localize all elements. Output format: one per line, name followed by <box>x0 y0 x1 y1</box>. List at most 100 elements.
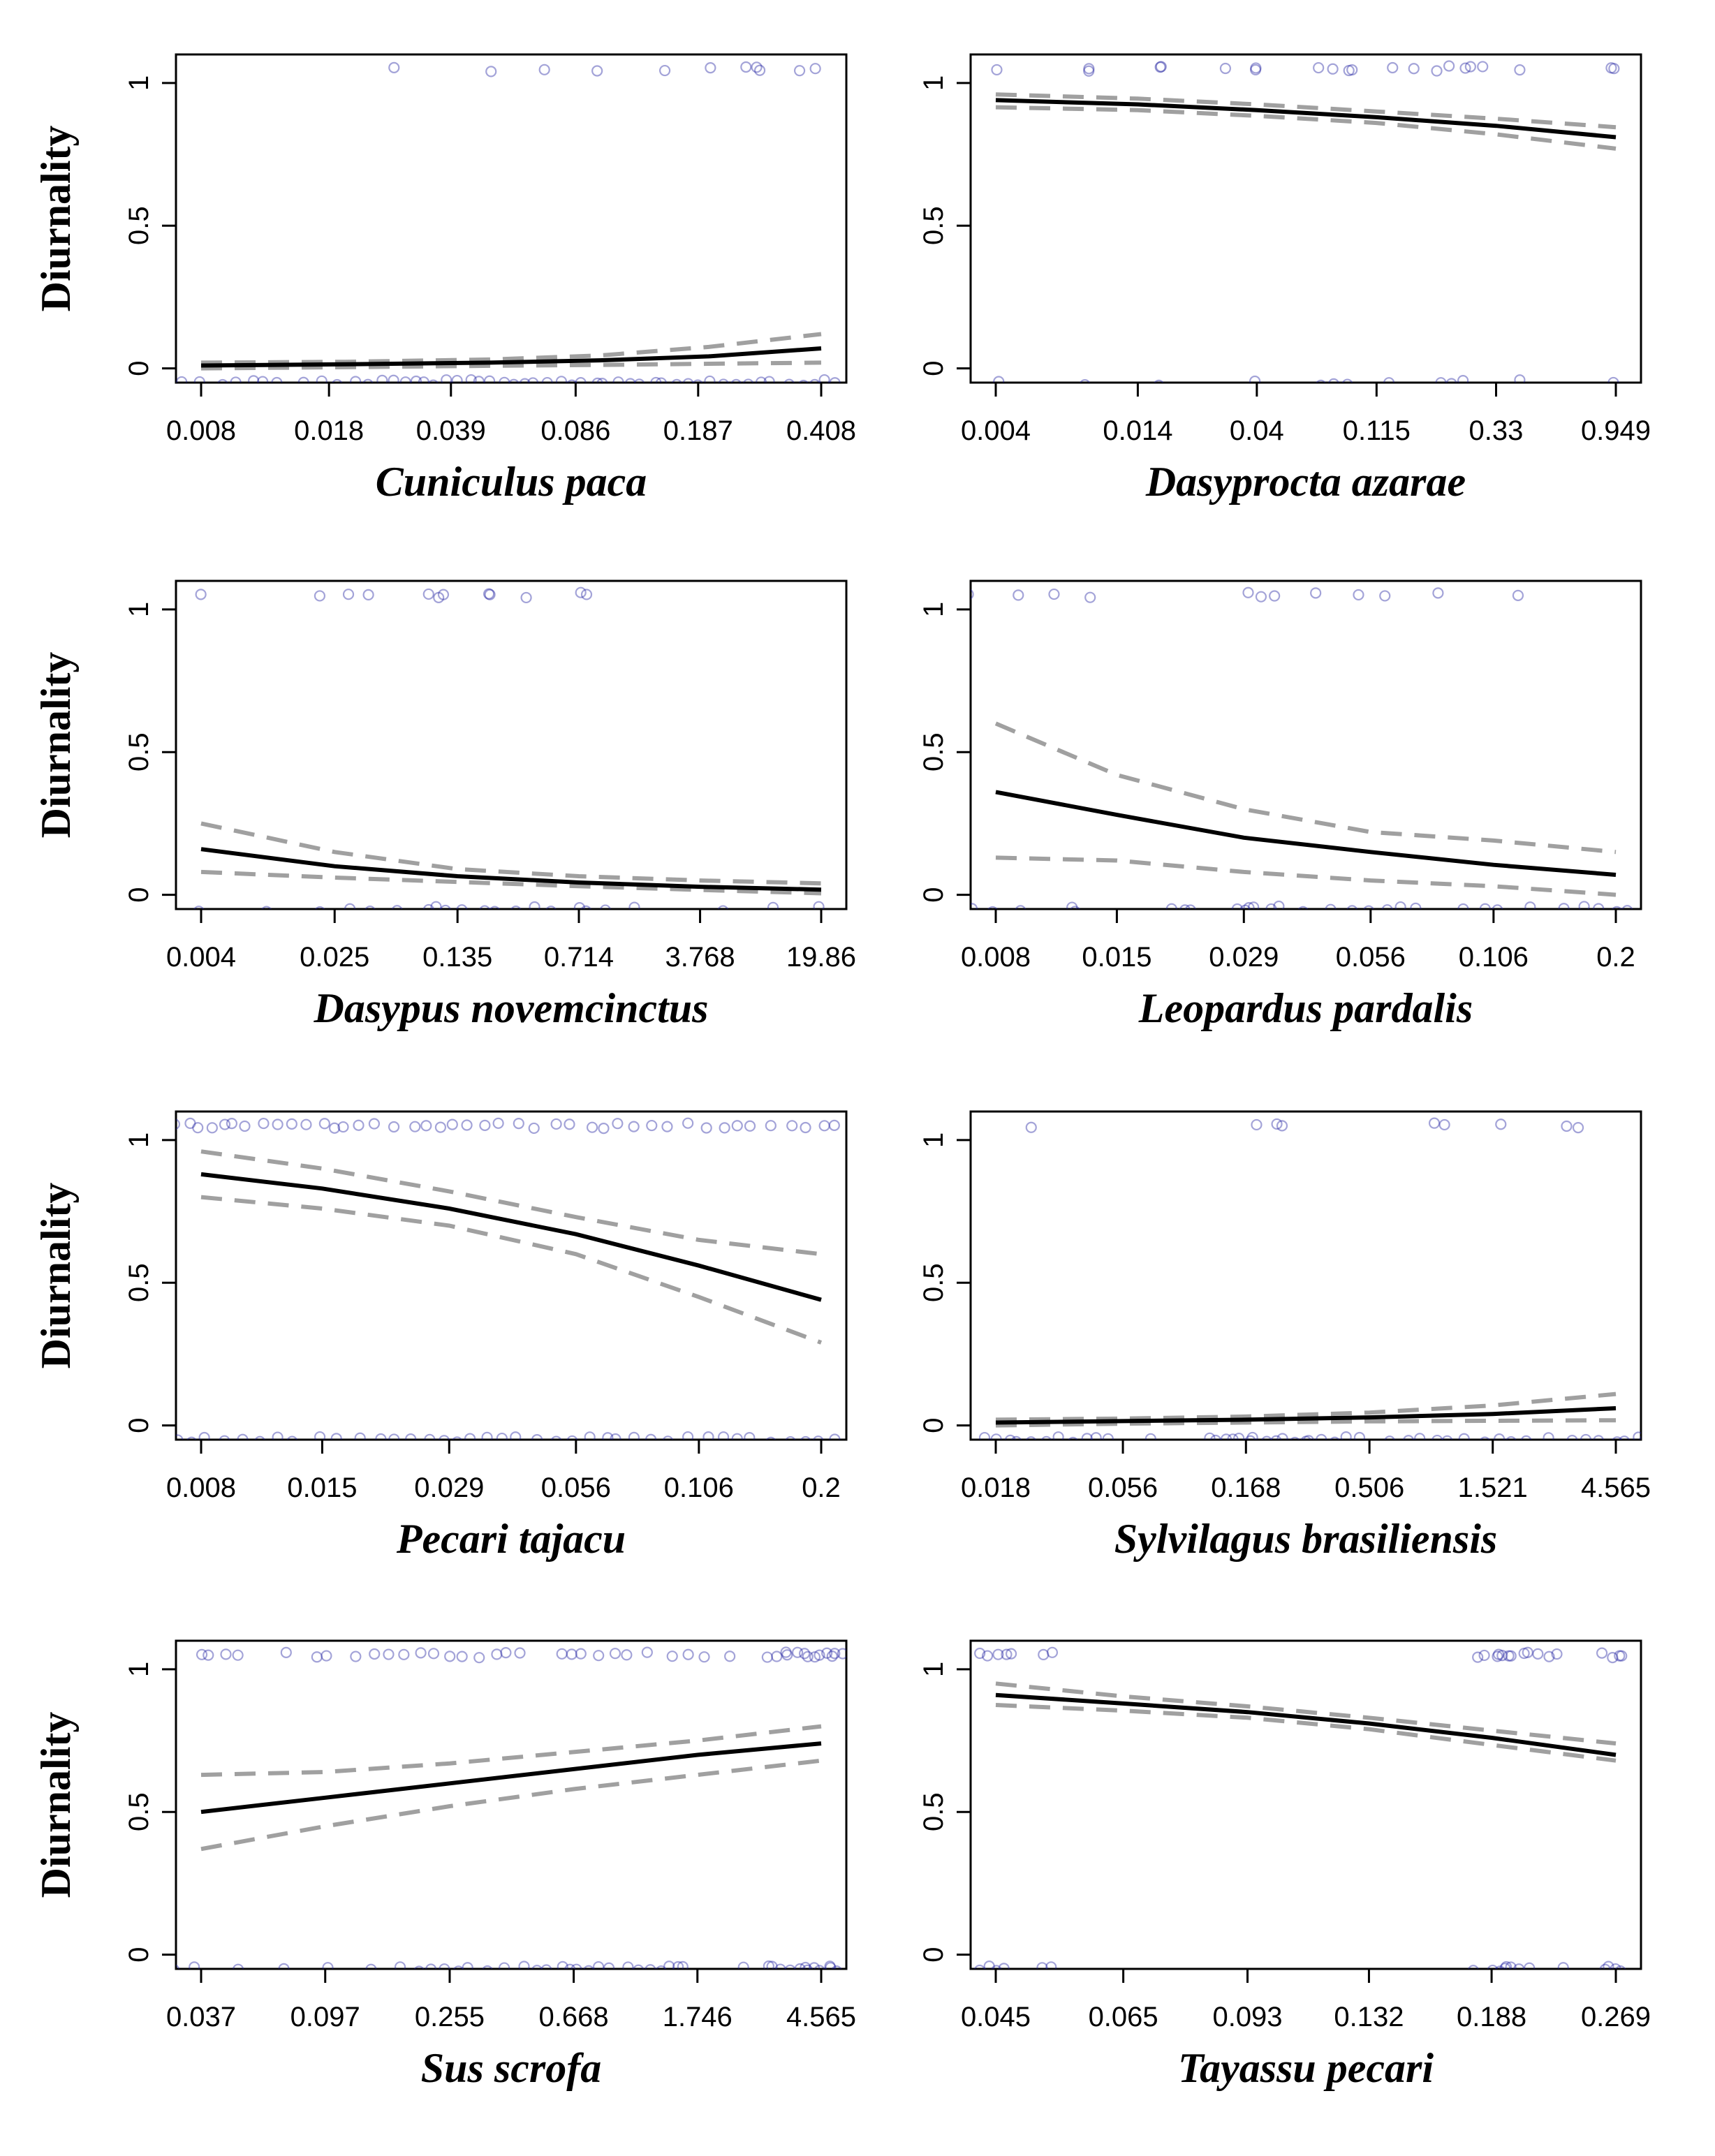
nocturnal-point <box>362 378 374 383</box>
nocturnal-point <box>744 1431 756 1440</box>
nocturnal-point <box>1458 1433 1470 1440</box>
diurnal-point <box>369 1648 381 1660</box>
diurnal-point <box>580 589 593 600</box>
diurnal-point <box>837 1648 846 1660</box>
diurnal-point <box>1276 1120 1288 1132</box>
x-tick-label: 0.004 <box>166 942 236 973</box>
nocturnal-point <box>1144 1433 1156 1440</box>
diurnal-point <box>1551 1648 1563 1660</box>
species-label: Leopardus pardalis <box>1138 985 1473 1031</box>
nocturnal-point <box>257 376 269 383</box>
nocturnal-point <box>452 1436 462 1440</box>
y-tick-label: 0.5 <box>918 206 949 245</box>
nocturnal-point <box>1080 378 1091 383</box>
nocturnal-point <box>1394 901 1406 909</box>
diurnal-point <box>483 588 495 600</box>
nocturnal-point <box>785 1435 796 1440</box>
x-tick-label: 0.008 <box>166 1472 236 1503</box>
nocturnal-point <box>233 1963 244 1969</box>
nocturnal-point <box>531 1433 543 1440</box>
nocturnal-point <box>1184 904 1196 909</box>
nocturnal-point <box>490 906 500 909</box>
diurnal-point <box>593 1650 605 1662</box>
nocturnal-point <box>1612 1436 1623 1440</box>
species-label: Cuniculus paca <box>376 459 647 505</box>
nocturnal-point <box>1524 1962 1536 1969</box>
nocturnal-point <box>219 1435 230 1440</box>
y-tick-label: 0 <box>124 360 154 376</box>
nocturnal-point <box>439 1435 450 1440</box>
nocturnal-point <box>1513 1963 1525 1969</box>
nocturnal-point <box>1383 377 1395 383</box>
x-tick-label: 0.168 <box>1211 1472 1281 1503</box>
nocturnal-point <box>527 377 539 383</box>
nocturnal-point <box>1340 1431 1352 1440</box>
nocturnal-point <box>481 1431 493 1440</box>
diurnal-point <box>1343 64 1355 77</box>
diurnal-point <box>420 1120 432 1132</box>
panel-top-left: 0 0.5 1 0.008 0.018 0.039 0.086 0.187 0.408 Cunic… <box>33 53 856 505</box>
nocturnal-point <box>424 1433 436 1440</box>
diurnal-point <box>1616 1650 1628 1662</box>
nocturnal-point <box>943 1436 952 1446</box>
nocturnal-point <box>557 1961 568 1969</box>
diurnal-point <box>342 589 355 600</box>
x-tick-label: 0.008 <box>166 415 236 446</box>
nocturnal-point <box>1179 904 1191 909</box>
diurnal-point <box>658 64 671 77</box>
diurnal-point <box>1013 589 1024 601</box>
nocturnal-point <box>645 1433 657 1440</box>
nocturnal-point <box>1414 1433 1426 1440</box>
diurnal-point <box>575 586 587 598</box>
diurnal-point <box>398 1648 410 1660</box>
x-tick-label: 0.949 <box>1581 415 1651 446</box>
diurnal-point <box>206 1122 218 1134</box>
diurnal-point <box>434 1121 447 1133</box>
nocturnal-point <box>610 1433 621 1440</box>
diurnal-point <box>798 1648 811 1660</box>
diurnal-point <box>1046 1646 1059 1658</box>
nocturnal-point <box>483 375 496 383</box>
diurnal-point <box>388 61 400 73</box>
y-tick-label: 1 <box>124 75 154 91</box>
panel-third-row-right: 0 0.5 1 0.018 0.056 0.168 0.506 1.521 4.565 Sylvi… <box>918 1110 1651 1562</box>
nocturnal-point <box>593 1961 605 1969</box>
nocturnal-point <box>248 375 260 383</box>
diurnal-point <box>682 1117 694 1129</box>
diurnal-point <box>744 1120 756 1132</box>
nocturnal-point <box>971 903 978 909</box>
x-tick-label: 1.521 <box>1458 1472 1528 1503</box>
nocturnal-point <box>802 1964 814 1969</box>
panel-second-row-right: 0 0.5 1 0.008 0.015 0.029 0.056 0.106 0.2 Leopard… <box>918 579 1642 1031</box>
nocturnal-point <box>731 1433 743 1440</box>
nocturnal-point <box>1244 1435 1256 1440</box>
x-tick-label: 0.187 <box>663 415 733 446</box>
ci-upper-line <box>995 1391 1617 1422</box>
nocturnal-point <box>1543 1432 1554 1440</box>
plot-frame <box>175 1110 848 1441</box>
nocturnal-point <box>1566 1434 1578 1440</box>
nocturnal-point <box>391 905 403 909</box>
species-label: Tayassu pecari <box>1178 2045 1434 2091</box>
nocturnal-point <box>1457 903 1469 909</box>
nocturnal-point <box>645 1964 656 1969</box>
diurnal-point <box>646 1119 658 1132</box>
x-tick-label: 0.045 <box>961 2002 1031 2032</box>
diurnal-point <box>1477 61 1489 73</box>
nocturnal-point <box>774 1963 786 1969</box>
diurnal-point <box>272 1118 284 1130</box>
diurnal-point <box>1561 1120 1573 1132</box>
nocturnal-point <box>983 1961 995 1969</box>
nocturnal-point <box>794 1963 806 1969</box>
diurnal-point <box>771 1651 783 1662</box>
nocturnal-point <box>656 1965 667 1969</box>
species-label: Sus scrofa <box>421 2045 601 2091</box>
nocturnal-point <box>365 1963 377 1969</box>
diurnal-point <box>1596 1647 1608 1659</box>
diurnal-point <box>1505 1650 1517 1662</box>
nocturnal-point <box>1615 1965 1626 1969</box>
data-layer <box>991 60 1620 383</box>
fit-line <box>200 1172 822 1302</box>
nocturnal-point <box>1499 1963 1511 1969</box>
ci-upper-line <box>200 1149 822 1257</box>
